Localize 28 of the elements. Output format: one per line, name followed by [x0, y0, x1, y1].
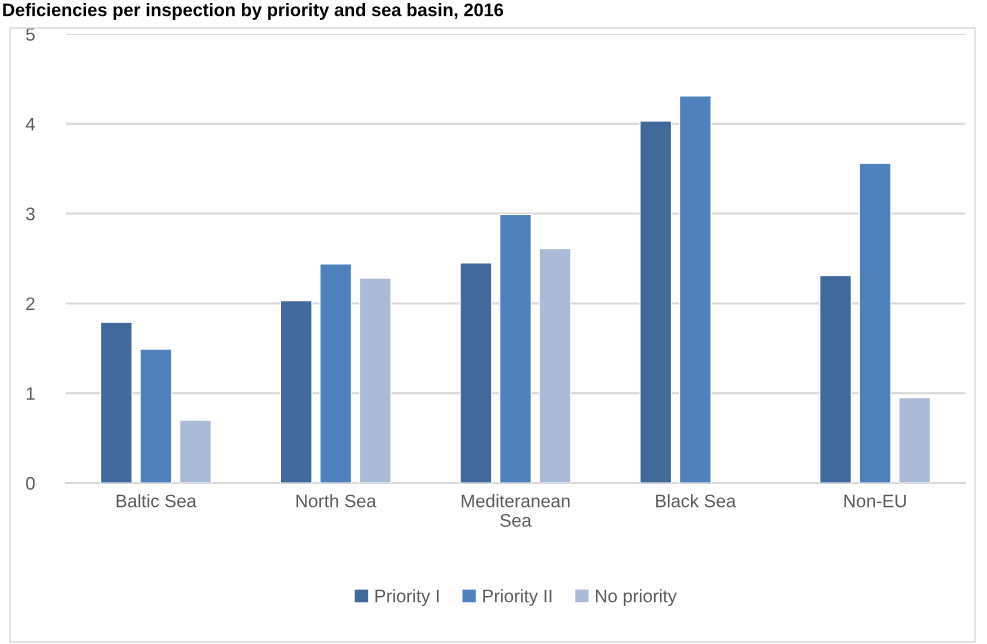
- bar: [319, 263, 352, 483]
- bar: [499, 214, 532, 483]
- bar: [358, 278, 392, 483]
- y-tick-label: 3: [26, 208, 35, 220]
- bar: [179, 420, 212, 483]
- x-tick-label: Mediteranean Sea: [462, 494, 570, 527]
- y-tick-label: 0: [26, 476, 35, 490]
- bar: [280, 300, 312, 483]
- x-tick-label: Baltic Sea: [116, 494, 197, 508]
- x-tick-label: Black Sea: [656, 494, 736, 508]
- bar: [819, 275, 852, 483]
- x-tick-label: North Sea: [296, 494, 376, 508]
- y-tick-label: 1: [26, 387, 35, 400]
- bar: [140, 348, 172, 483]
- bar: [460, 262, 492, 483]
- chart-title: Deficiencies per inspection by priority and sea basin, 2016: [3, 3, 504, 20]
- legend-label: Priority II: [483, 589, 552, 606]
- bar: [639, 120, 672, 483]
- legend-label: Priority I: [376, 589, 439, 606]
- y-tick-label: 2: [26, 297, 35, 310]
- bar: [538, 248, 572, 483]
- y-tick-label: 4: [26, 118, 35, 130]
- bar: [858, 162, 892, 483]
- legend-label: No priority: [596, 589, 677, 606]
- bar: [679, 95, 712, 483]
- x-tick-label: Non-EU: [844, 494, 906, 508]
- bar: [100, 322, 133, 483]
- bar: [898, 397, 931, 483]
